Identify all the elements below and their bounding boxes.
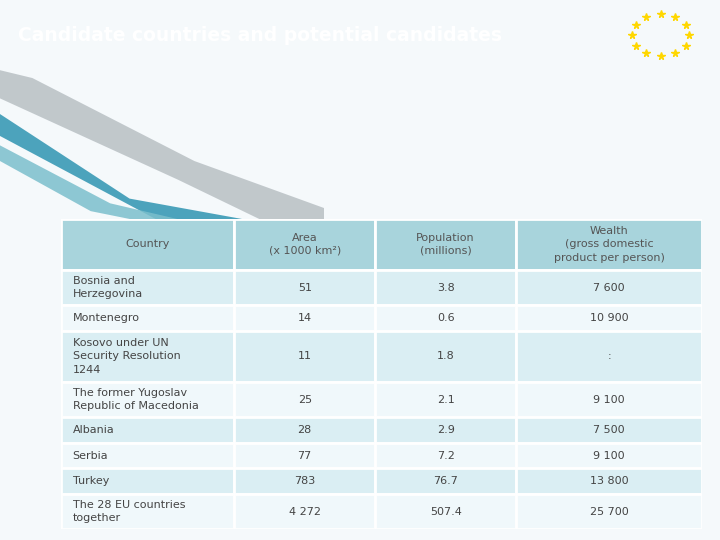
Text: 14: 14 — [297, 313, 312, 323]
Text: 25 700: 25 700 — [590, 507, 629, 517]
Text: 25: 25 — [297, 395, 312, 404]
FancyBboxPatch shape — [375, 382, 516, 417]
FancyBboxPatch shape — [375, 443, 516, 468]
Text: Wealth
(gross domestic
product per person): Wealth (gross domestic product per perso… — [554, 226, 665, 262]
FancyBboxPatch shape — [375, 468, 516, 494]
Text: Serbia: Serbia — [73, 450, 108, 461]
FancyBboxPatch shape — [61, 330, 234, 382]
Text: :: : — [607, 352, 611, 361]
FancyBboxPatch shape — [61, 468, 234, 494]
Polygon shape — [0, 114, 285, 227]
Polygon shape — [0, 145, 210, 227]
FancyBboxPatch shape — [234, 305, 375, 330]
Text: 507.4: 507.4 — [430, 507, 462, 517]
Text: 7 500: 7 500 — [593, 425, 625, 435]
Text: The former Yugoslav
Republic of Macedonia: The former Yugoslav Republic of Macedoni… — [73, 388, 199, 411]
Text: 4 272: 4 272 — [289, 507, 320, 517]
FancyBboxPatch shape — [375, 270, 516, 305]
Text: 11: 11 — [297, 352, 312, 361]
Text: 3.8: 3.8 — [437, 282, 454, 293]
Text: 7 600: 7 600 — [593, 282, 625, 293]
FancyBboxPatch shape — [234, 468, 375, 494]
Text: Population
(millions): Population (millions) — [416, 233, 475, 256]
Text: 76.7: 76.7 — [433, 476, 458, 486]
FancyBboxPatch shape — [61, 219, 234, 270]
FancyBboxPatch shape — [234, 417, 375, 443]
FancyBboxPatch shape — [61, 382, 234, 417]
FancyBboxPatch shape — [61, 305, 234, 330]
FancyBboxPatch shape — [516, 305, 702, 330]
FancyBboxPatch shape — [375, 219, 516, 270]
FancyBboxPatch shape — [234, 443, 375, 468]
FancyBboxPatch shape — [516, 494, 702, 529]
FancyBboxPatch shape — [516, 417, 702, 443]
FancyBboxPatch shape — [375, 330, 516, 382]
FancyBboxPatch shape — [375, 305, 516, 330]
FancyBboxPatch shape — [516, 219, 702, 270]
Text: Kosovo under UN
Security Resolution
1244: Kosovo under UN Security Resolution 1244 — [73, 338, 181, 375]
Text: 2.1: 2.1 — [437, 395, 454, 404]
Polygon shape — [0, 70, 324, 227]
FancyBboxPatch shape — [516, 330, 702, 382]
FancyBboxPatch shape — [234, 270, 375, 305]
FancyBboxPatch shape — [516, 468, 702, 494]
FancyBboxPatch shape — [375, 417, 516, 443]
FancyBboxPatch shape — [516, 382, 702, 417]
Text: 9 100: 9 100 — [593, 395, 625, 404]
Text: The 28 EU countries
together: The 28 EU countries together — [73, 500, 185, 523]
Text: Montenegro: Montenegro — [73, 313, 140, 323]
FancyBboxPatch shape — [234, 330, 375, 382]
Text: 0.6: 0.6 — [437, 313, 454, 323]
Text: 2.9: 2.9 — [437, 425, 454, 435]
Text: 9 100: 9 100 — [593, 450, 625, 461]
FancyBboxPatch shape — [234, 382, 375, 417]
Text: Bosnia and
Herzegovina: Bosnia and Herzegovina — [73, 276, 143, 299]
Text: 783: 783 — [294, 476, 315, 486]
Text: Country: Country — [125, 239, 170, 249]
Text: 10 900: 10 900 — [590, 313, 629, 323]
Text: Area
(x 1000 km²): Area (x 1000 km²) — [269, 233, 341, 256]
FancyBboxPatch shape — [61, 270, 234, 305]
Text: 77: 77 — [297, 450, 312, 461]
Text: 51: 51 — [297, 282, 312, 293]
Text: 7.2: 7.2 — [437, 450, 454, 461]
FancyBboxPatch shape — [516, 443, 702, 468]
Text: Albania: Albania — [73, 425, 114, 435]
Text: 1.8: 1.8 — [437, 352, 454, 361]
Text: 13 800: 13 800 — [590, 476, 629, 486]
FancyBboxPatch shape — [375, 494, 516, 529]
FancyBboxPatch shape — [234, 219, 375, 270]
FancyBboxPatch shape — [516, 270, 702, 305]
FancyBboxPatch shape — [61, 494, 234, 529]
FancyBboxPatch shape — [61, 443, 234, 468]
Text: Turkey: Turkey — [73, 476, 109, 486]
FancyBboxPatch shape — [234, 494, 375, 529]
Text: 28: 28 — [297, 425, 312, 435]
Text: Candidate countries and potential candidates: Candidate countries and potential candid… — [18, 25, 502, 45]
FancyBboxPatch shape — [61, 417, 234, 443]
